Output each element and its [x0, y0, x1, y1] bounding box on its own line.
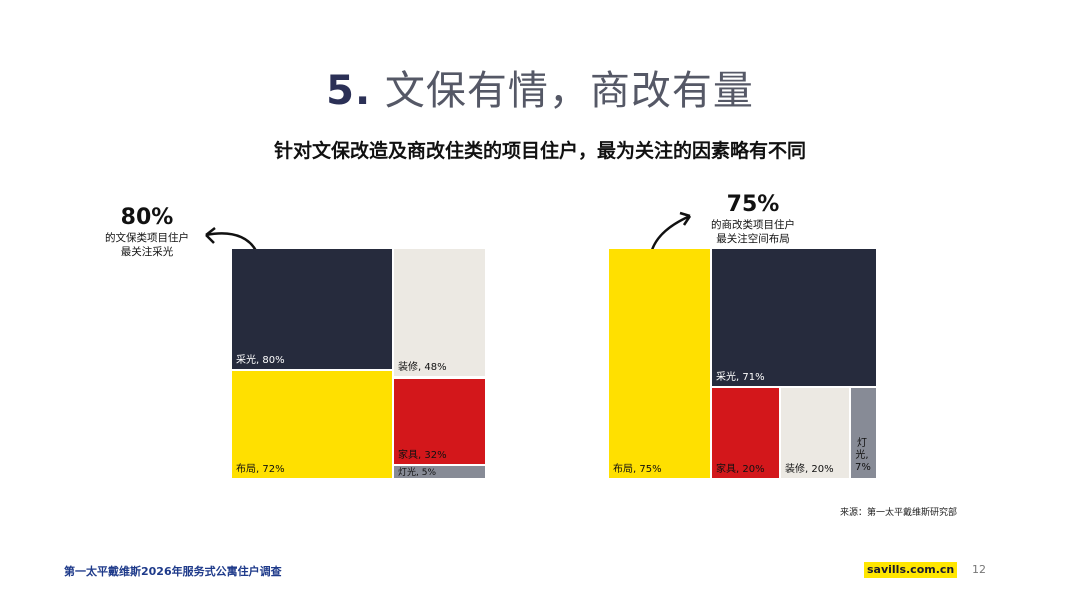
callout-left-line1: 的文保类项目住户: [105, 232, 189, 244]
page-subtitle: 针对文保改造及商改住类的项目住户，最为关注的因素略有不同: [273, 140, 806, 162]
treemap-tile-装修: 装修, 20%: [781, 388, 849, 478]
footer-report-title: 第一太平戴维斯2026年服务式公寓住户调查: [64, 565, 282, 578]
callout-right: 75% 的商改类项目住户 最关注空间布局: [688, 192, 818, 246]
treemap-tile-label: 布局, 75%: [613, 464, 662, 475]
treemap-tile-label: 灯光, 5%: [398, 468, 436, 478]
callout-left-value: 80%: [120, 205, 174, 230]
treemap-tile-灯光: 灯光, 5%: [394, 466, 485, 478]
treemap-tile-label: 采光, 80%: [236, 355, 285, 366]
treemap-tile-label: 家具, 20%: [716, 464, 765, 475]
treemap-tile-采光: 采光, 80%: [232, 249, 392, 369]
treemap-tile-label: 装修, 20%: [785, 464, 834, 475]
section-title: 文保有情，商改有量: [384, 68, 754, 114]
treemap-tile-label: 灯光, 7%: [855, 438, 871, 473]
callout-left-line2: 最关注采光: [120, 246, 174, 258]
page-title: 5. 文保有情，商改有量: [0, 58, 1080, 116]
treemap-tile-布局: 布局, 72%: [232, 371, 392, 478]
treemap-tile-布局: 布局, 75%: [609, 249, 710, 478]
treemap-tile-label: 布局, 72%: [236, 464, 285, 475]
treemap-right: 布局, 75% 采光, 71% 家具, 20% 装修, 20% 灯光, 7%: [609, 249, 876, 478]
callout-right-line1: 的商改类项目住户: [711, 219, 795, 231]
treemap-tile-label: 家具, 32%: [398, 450, 447, 461]
treemap-tile-家具: 家具, 20%: [712, 388, 779, 478]
callout-right-value: 75%: [726, 192, 780, 217]
callout-left: 80% 的文保类项目住户 最关注采光: [82, 205, 212, 259]
treemap-left: 采光, 80% 布局, 72% 装修, 48% 家具, 32% 灯光, 5%: [232, 249, 485, 478]
section-number: 5.: [326, 68, 372, 114]
brand-link[interactable]: savills.com.cn: [864, 562, 958, 578]
treemap-tile-装修: 装修, 48%: [394, 249, 485, 376]
source-note: 来源：第一太平戴维斯研究部: [840, 508, 958, 518]
treemap-tile-灯光: 灯光, 7%: [851, 388, 876, 478]
callout-right-line2: 最关注空间布局: [716, 233, 790, 245]
treemap-tile-label: 采光, 71%: [716, 372, 765, 383]
treemap-tile-label: 装修, 48%: [398, 362, 447, 373]
treemap-tile-采光: 采光, 71%: [712, 249, 876, 386]
treemap-tile-家具: 家具, 32%: [394, 379, 485, 464]
page-number: 12: [972, 563, 986, 576]
